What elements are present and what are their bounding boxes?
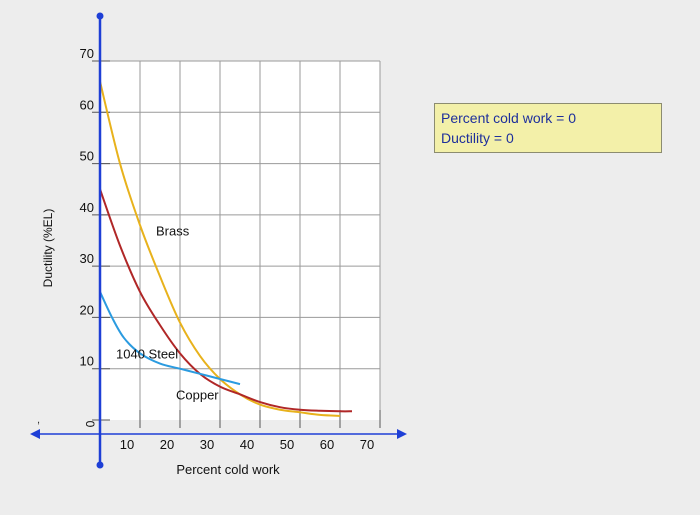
series-line-copper — [99, 188, 353, 413]
y-tick-label-20: 20 — [80, 302, 94, 317]
series-line-1040-steel — [99, 291, 241, 386]
x-tick-label-60: 60 — [320, 437, 334, 452]
y-tick-label-50: 50 — [80, 149, 94, 164]
x-tick-label-70: 70 — [360, 437, 374, 452]
y-axis-bottom-handle[interactable] — [96, 461, 104, 469]
x-tick-label-10: 10 — [120, 437, 134, 452]
origin-label: 0 — [83, 421, 97, 428]
x-tick-label-30: 30 — [200, 437, 214, 452]
y-tick-label-60: 60 — [80, 97, 94, 112]
annotation-1040-steel: 1040 Steel — [116, 346, 178, 361]
plot-background — [100, 61, 380, 420]
readout-ductility: Ductility = 0 — [441, 130, 514, 146]
tick-labels: 10 20 30 40 50 60 70 0 10 20 30 40 50 60 70 — [80, 46, 375, 452]
x-axis-left-arrow[interactable] — [30, 429, 40, 439]
x-tick-label-50: 50 — [280, 437, 294, 452]
grid-lines — [100, 60, 381, 420]
left-edge-mark: , — [37, 414, 40, 426]
y-axis-label: Ductility (%EL) — [41, 209, 55, 288]
y-tick-label-30: 30 — [80, 251, 94, 266]
annotation-brass: Brass — [156, 223, 190, 238]
y-axis-top-handle[interactable] — [96, 12, 104, 20]
curve-labels: Brass 1040 Steel Copper — [116, 223, 219, 402]
x-axis-right-arrow[interactable] — [397, 429, 407, 439]
readout-cold-work: Percent cold work = 0 — [441, 110, 577, 126]
x-tick-label-40: 40 — [240, 437, 254, 452]
annotation-copper: Copper — [176, 387, 219, 402]
x-axis-label: Percent cold work — [176, 462, 280, 477]
series-lines — [99, 81, 353, 417]
axes[interactable] — [30, 12, 407, 469]
y-tick-label-40: 40 — [80, 200, 94, 215]
readout-box: Percent cold work = 0 Ductility = 0 — [434, 103, 662, 153]
x-tick-label-20: 20 — [160, 437, 174, 452]
y-tick-label-70: 70 — [80, 46, 94, 61]
y-tick-label-10: 10 — [80, 354, 94, 369]
